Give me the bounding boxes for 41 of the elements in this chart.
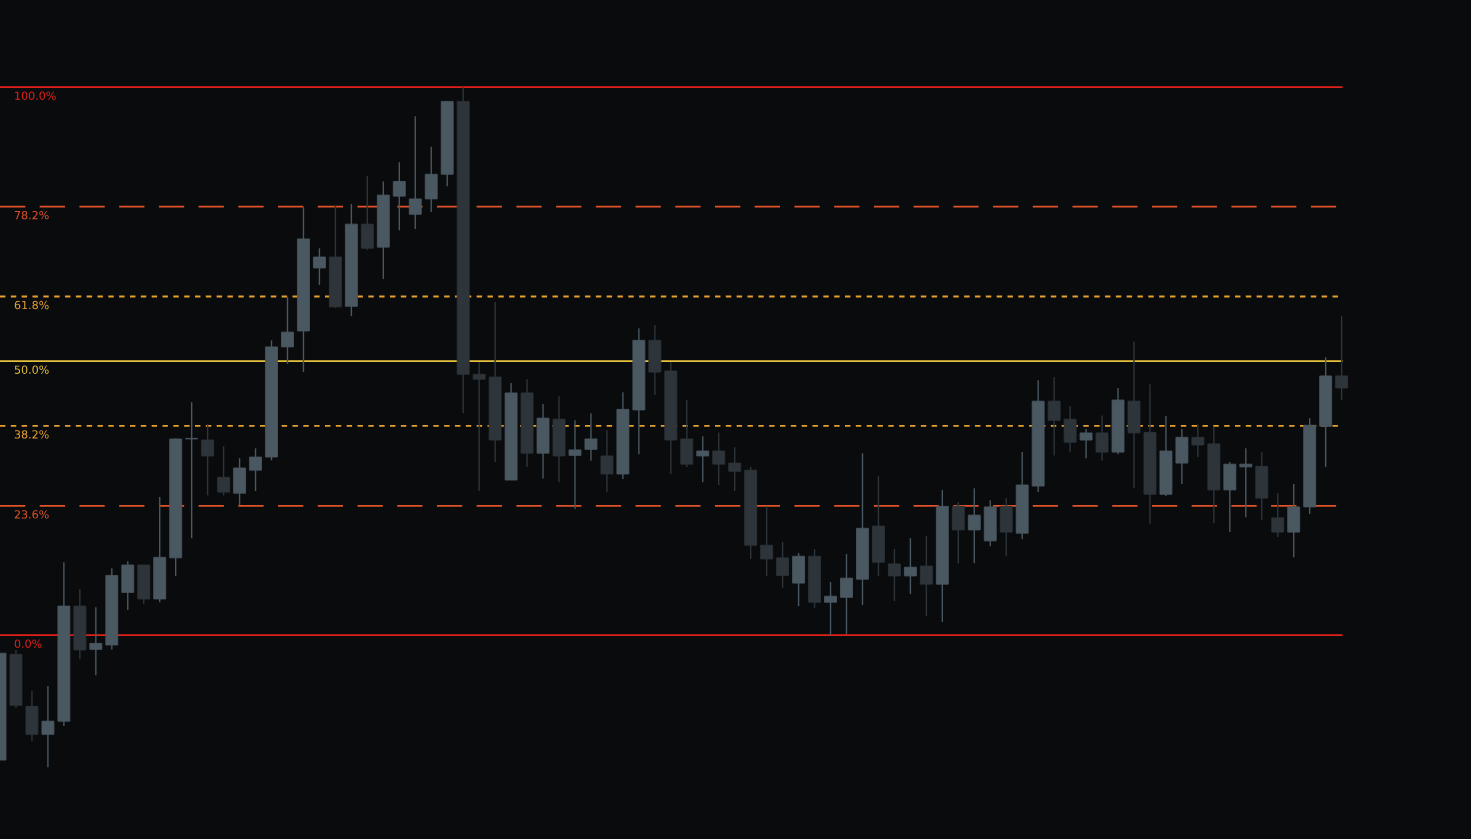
candlestick: [919, 535, 933, 617]
candlestick: [967, 487, 981, 565]
candlestick: [313, 247, 326, 286]
candlestick: [951, 501, 965, 565]
candlestick: [696, 435, 710, 483]
candlestick: [249, 447, 262, 492]
candlestick: [840, 553, 853, 635]
candlestick: [201, 423, 215, 497]
candlestick: [824, 581, 837, 636]
ref-line-label: 78.2%: [14, 210, 49, 220]
candlestick: [760, 505, 774, 577]
ref-line-label: 0.0%: [14, 639, 42, 648]
ref-line-label: 50.0%: [14, 365, 49, 374]
candlestick: [712, 431, 726, 486]
candlestick: [89, 606, 103, 676]
candlestick: [281, 296, 294, 365]
candlestick: [728, 446, 742, 492]
candlestick: [1047, 376, 1061, 457]
candlestick: [1095, 414, 1109, 462]
candlestick: [903, 537, 917, 595]
candlestick: [1079, 428, 1093, 459]
candlestick: [600, 429, 614, 493]
candlestick: [41, 685, 55, 768]
ref-line-label: 23.6%: [14, 510, 49, 519]
candlestick: [185, 401, 199, 539]
candlestick: [776, 541, 790, 589]
candlestick: [1335, 315, 1349, 401]
candlestick: [1239, 447, 1253, 519]
candlestick: [408, 115, 422, 230]
candlestick: [568, 419, 582, 510]
ref-line-label: 100.0%: [15, 91, 56, 100]
candlestick: [1191, 423, 1205, 458]
candlestick: [888, 548, 901, 602]
candlestick: [584, 412, 598, 462]
ref-line-label: 38.2%: [14, 430, 49, 439]
ref-line-label: 61.8%: [14, 300, 49, 310]
candlestick: [217, 445, 231, 497]
candlestick: [392, 161, 406, 231]
candlestick: [1063, 405, 1077, 453]
candlestick: [1271, 492, 1285, 538]
candlestick: [472, 361, 486, 492]
